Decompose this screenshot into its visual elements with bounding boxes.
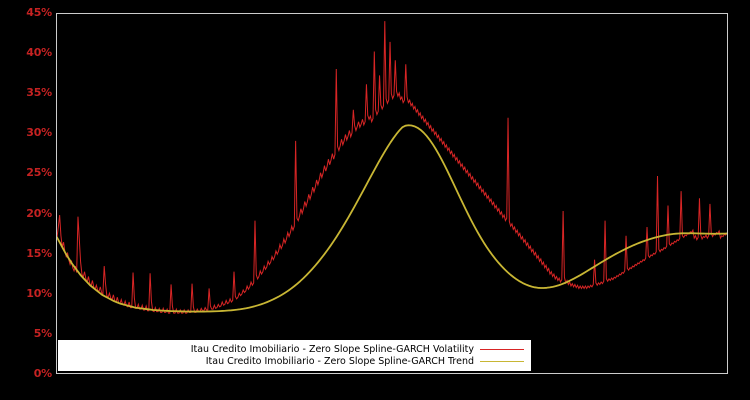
y-tick-label-35: 35% (26, 86, 52, 100)
plot-area (56, 13, 728, 374)
legend-label-volatility: Itau Credito Imobiliario - Zero Slope Sp… (190, 343, 474, 355)
y-tick-label-10: 10% (26, 286, 52, 300)
y-tick-label-40: 40% (26, 46, 52, 60)
legend-line-icon-volatility (480, 348, 524, 350)
y-axis-tick-labels: 0% 5% 10% 15% 20% 25% 30% 35% 40% 45% (0, 0, 52, 400)
y-tick-label-5: 5% (33, 326, 52, 340)
y-tick-label-20: 20% (26, 206, 52, 220)
y-tick-label-0: 0% (33, 367, 52, 380)
series-volatility (57, 21, 727, 313)
y-tick-label-15: 15% (26, 246, 52, 260)
legend-label-trend: Itau Credito Imobiliario - Zero Slope Sp… (205, 356, 474, 368)
y-tick-label-45: 45% (26, 6, 52, 19)
series-trend (57, 125, 727, 311)
legend-item-volatility[interactable]: Itau Credito Imobiliario - Zero Slope Sp… (59, 343, 526, 356)
y-tick-label-25: 25% (26, 166, 52, 180)
legend-item-trend[interactable]: Itau Credito Imobiliario - Zero Slope Sp… (59, 356, 526, 369)
legend-line-icon-trend (480, 361, 524, 363)
chart-canvas (57, 14, 727, 373)
y-tick-label-30: 30% (26, 126, 52, 140)
chart-legend[interactable]: Itau Credito Imobiliario - Zero Slope Sp… (58, 340, 531, 371)
